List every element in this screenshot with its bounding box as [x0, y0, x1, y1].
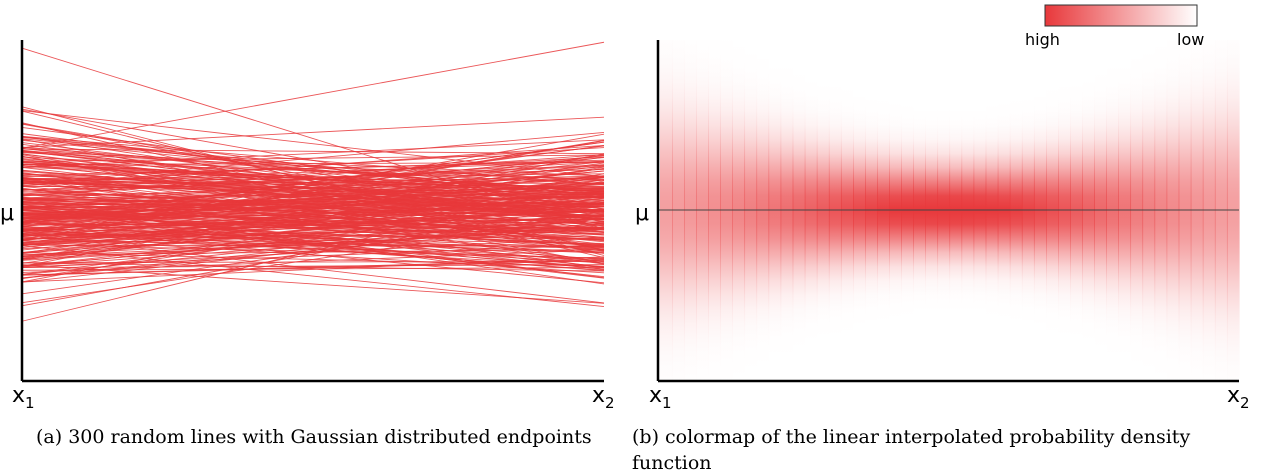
random-line [22, 154, 605, 197]
random-line [22, 116, 605, 148]
random-line [22, 213, 605, 246]
x-tick-label-x2-a: x2 [592, 383, 615, 412]
panel-b: μ x1 x2 high low [635, 4, 1250, 412]
random-line [22, 206, 605, 268]
caption-a: (a) 300 random lines with Gaussian distr… [36, 426, 592, 448]
random-line [22, 201, 605, 285]
random-line [22, 210, 605, 233]
x-tick-label-x2-b: x2 [1227, 383, 1250, 412]
random-line [22, 110, 605, 178]
panel-a: μ x1 x2 [0, 40, 615, 412]
random-line [22, 41, 605, 149]
random-line [22, 177, 605, 252]
random-line [22, 108, 605, 213]
random-line [22, 192, 605, 280]
legend-gradient-bar [1044, 4, 1198, 27]
random-line [22, 211, 605, 220]
random-line [22, 244, 605, 259]
random-line [22, 176, 605, 216]
legend-low-label: low [1177, 30, 1204, 49]
random-line [22, 166, 605, 210]
random-line [22, 215, 605, 276]
random-line [22, 197, 605, 219]
random-line [22, 175, 605, 191]
random-line [22, 212, 605, 267]
random-line [22, 258, 605, 276]
legend-high-label: high [1025, 30, 1060, 49]
mean-label-a: μ [0, 201, 14, 226]
random-line [22, 161, 605, 213]
caption-b: (b) colormap of the linear interpolated … [632, 426, 1191, 474]
random-line [22, 161, 605, 180]
random-line [22, 187, 605, 196]
random-line [22, 214, 605, 250]
random-line [22, 256, 605, 283]
random-lines-plot [22, 41, 605, 322]
mean-label-b: μ [635, 201, 649, 226]
random-line [22, 136, 605, 198]
random-line [22, 159, 605, 178]
random-line [22, 139, 605, 240]
x-tick-label-x1-b: x1 [649, 383, 672, 412]
random-line [22, 209, 605, 231]
random-line [22, 150, 605, 221]
random-line [22, 221, 605, 226]
random-line [22, 163, 605, 190]
random-line [22, 252, 605, 267]
random-line [22, 208, 605, 279]
random-line [22, 139, 605, 199]
random-line [22, 199, 605, 224]
colormap-legend: high low [1025, 4, 1204, 49]
random-line [22, 264, 605, 269]
random-line [22, 110, 605, 251]
random-line [22, 168, 605, 236]
random-line [22, 167, 605, 254]
random-line [22, 264, 605, 304]
random-line [22, 132, 605, 185]
random-line [22, 229, 605, 258]
random-line [22, 153, 605, 225]
random-line [22, 198, 605, 236]
x-tick-label-x1-a: x1 [12, 383, 35, 412]
random-line [22, 196, 605, 209]
random-line [22, 182, 605, 187]
random-line [22, 210, 605, 295]
random-line [22, 233, 605, 304]
random-line [22, 180, 605, 207]
random-line [22, 208, 605, 241]
random-line [22, 249, 605, 273]
random-line [22, 149, 605, 207]
